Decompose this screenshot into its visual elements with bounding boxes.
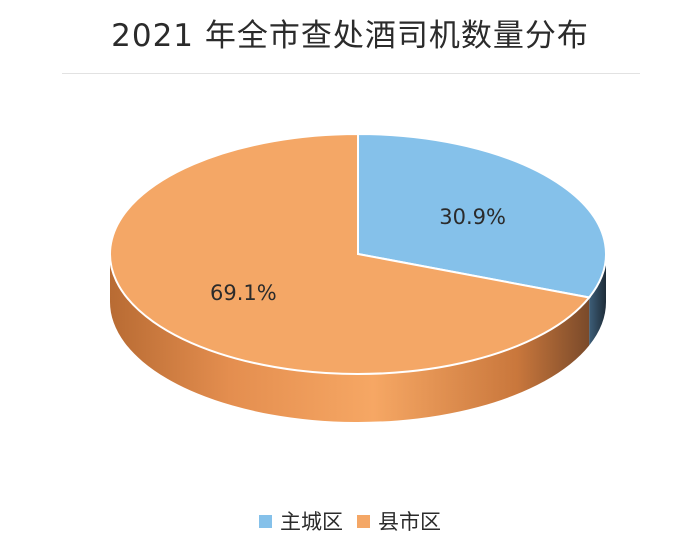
slices-layer xyxy=(109,132,607,422)
legend-item-main-city[interactable]: 主城区 xyxy=(259,506,343,536)
title-divider xyxy=(62,73,640,74)
legend: 主城区 县市区 xyxy=(0,506,700,536)
data-label-main-city: 30.9% xyxy=(439,205,506,229)
legend-label-main-city: 主城区 xyxy=(280,510,343,534)
pie-slice-main-city[interactable] xyxy=(357,132,607,299)
pie-slice-counties[interactable] xyxy=(109,132,591,375)
chart-title: 2021 年全市查处酒司机数量分布 xyxy=(111,18,589,54)
legend-label-counties: 县市区 xyxy=(378,510,441,534)
data-label-counties: 69.1% xyxy=(210,281,277,305)
labels-layer: 30.9% 69.1% xyxy=(210,205,506,305)
legend-swatch-counties xyxy=(357,514,370,528)
legend-item-counties[interactable]: 县市区 xyxy=(357,506,441,536)
pie-side-counties xyxy=(110,254,590,422)
legend-swatch-main-city xyxy=(259,514,272,528)
